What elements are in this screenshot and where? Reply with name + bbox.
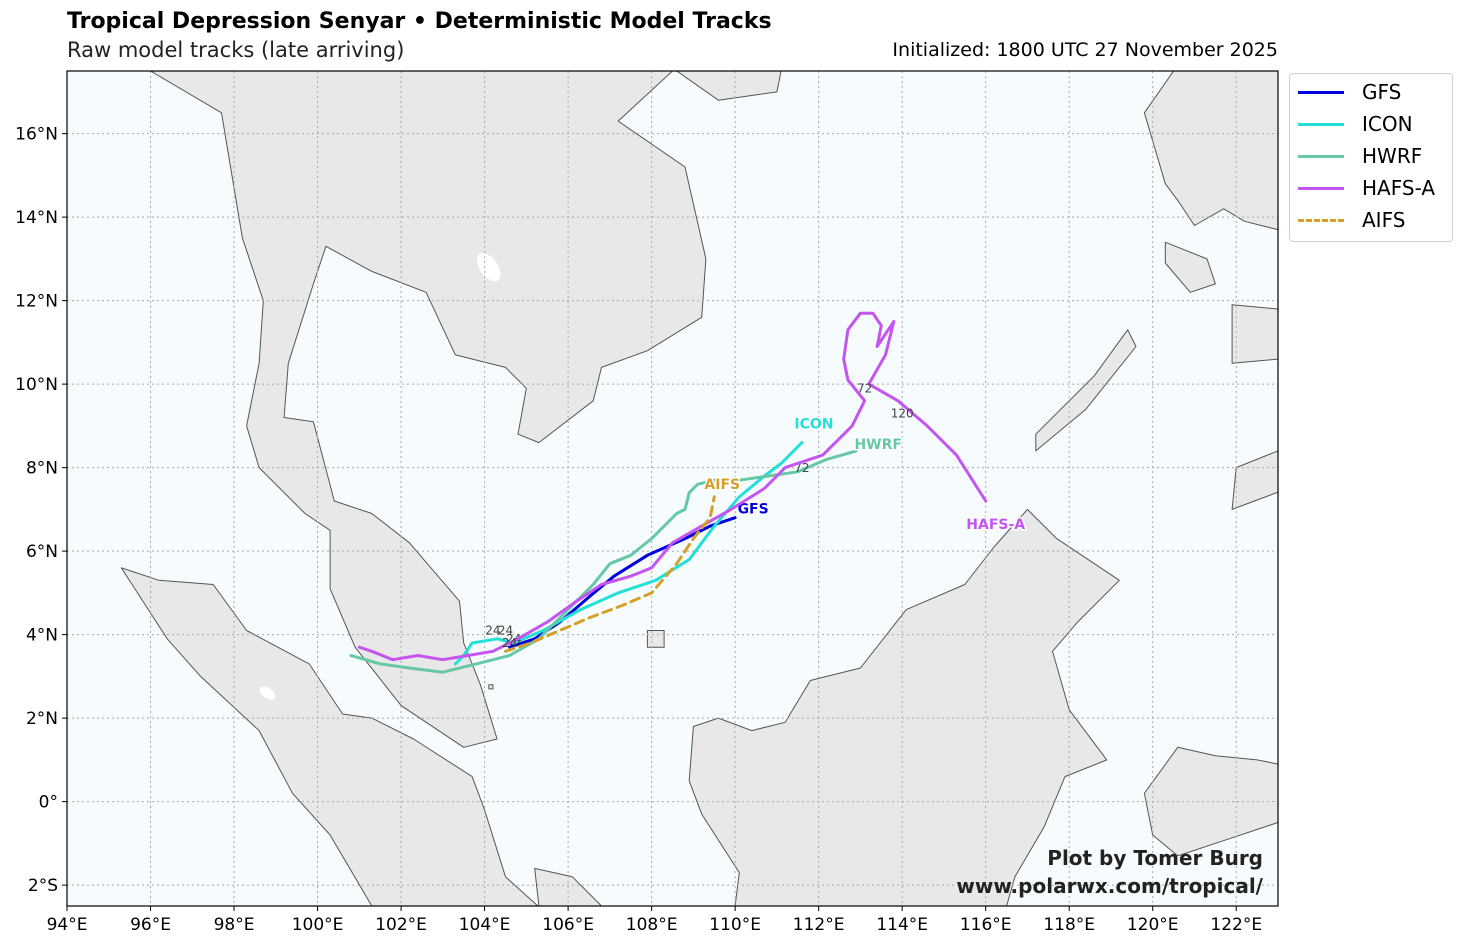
tick-label-lon: 100°E (292, 915, 344, 935)
tick-label-lat: 0° (39, 793, 58, 813)
landmass-palawan (1035, 329, 1137, 452)
landmass-borneo (688, 508, 1120, 906)
tick-label-lat: 6°N (26, 542, 58, 562)
track-hour-label: 24 (502, 636, 517, 650)
legend: GFS ICON HWRF HAFS-A AIFS (1289, 73, 1453, 242)
tick-label-lat: 4°N (26, 626, 58, 646)
track-hour-label: 120 (891, 407, 914, 421)
track-hour-label: 72 (857, 381, 872, 395)
legend-item-hwrf: HWRF (1298, 142, 1422, 170)
tick-label-lat: 14°N (15, 208, 58, 228)
land-layer (120, 71, 1278, 906)
track-end-label-icon: ICON (794, 417, 833, 433)
tick-label-lat: 8°N (26, 459, 58, 479)
tick-label-lon: 112°E (793, 915, 845, 935)
axis-ticks: 94°E 96°E 98°E 100°E 102°E 104°E 106°E 108°E 110… (15, 125, 1262, 935)
legend-swatch-hwrf (1298, 154, 1344, 158)
tick-label-lon: 118°E (1043, 915, 1095, 935)
legend-swatch-gfs (1298, 90, 1344, 94)
track-hour-label: 24 (498, 624, 513, 638)
chart-subtitle: Raw model tracks (late arriving) (67, 38, 405, 62)
legend-item-aifs: AIFS (1298, 206, 1405, 234)
track-end-label-hafs-a: HAFS-A (966, 517, 1025, 533)
plot-frame (66, 70, 1279, 907)
legend-label-aifs: AIFS (1362, 208, 1406, 232)
init-time: Initialized: 1800 UTC 27 November 2025 (892, 39, 1278, 61)
tick-label-lon: 96°E (130, 915, 171, 935)
tick-label-lat: 2°S (28, 876, 58, 896)
landmass-sumatra (120, 567, 539, 906)
track-icon (453, 441, 804, 666)
landmass-natuna (646, 630, 665, 648)
legend-item-hafs-a: HAFS-A (1298, 174, 1435, 202)
track-hwrf (349, 449, 858, 674)
chart-title: Tropical Depression Senyar • Determinist… (67, 9, 772, 34)
legend-item-gfs: GFS (1298, 78, 1401, 106)
track-hafs-a (357, 311, 988, 662)
tick-label-lat: 12°N (15, 292, 58, 312)
legend-swatch-hafs-a (1298, 186, 1344, 190)
legend-label-gfs: GFS (1362, 80, 1402, 104)
legend-swatch-icon (1298, 122, 1344, 126)
tick-label-lon: 108°E (626, 915, 678, 935)
landmass-hainan-fragment (676, 71, 782, 101)
lake-tonle-sap (476, 253, 501, 282)
credit-url: www.polarwx.com/tropical/ (956, 874, 1263, 898)
tick-label-lon: 102°E (375, 915, 427, 935)
tick-label-lon: 98°E (214, 915, 255, 935)
tick-label-lon: 94°E (47, 915, 88, 935)
legend-item-icon: ICON (1298, 110, 1413, 138)
tick-label-lon: 106°E (542, 915, 594, 935)
tick-label-lon: 110°E (709, 915, 761, 935)
credit-author: Plot by Tomer Burg (1047, 846, 1263, 870)
landmass-mindoro (1164, 241, 1216, 293)
legend-label-hafs-a: HAFS-A (1362, 176, 1436, 200)
lake-toba (259, 686, 276, 700)
landmass-tioman (488, 684, 494, 690)
legend-swatch-aifs (1298, 218, 1344, 222)
tick-label-lat: 10°N (15, 375, 58, 395)
landmass-panay (1231, 304, 1278, 364)
landmass-luzon (1143, 71, 1278, 231)
tick-label-lon: 120°E (1127, 915, 1179, 935)
landmass-indochina (150, 71, 707, 748)
grid-layer (67, 71, 1278, 906)
landmass-mindanao (1231, 450, 1278, 510)
tick-label-lon: 116°E (960, 915, 1012, 935)
tick-label-lat: 16°N (15, 125, 58, 145)
track-hour-label: 24 (485, 624, 500, 638)
track-aifs (504, 495, 716, 653)
legend-label-hwrf: HWRF (1362, 144, 1423, 168)
tick-label-lat: 2°N (26, 709, 58, 729)
credit: Plot by Tomer Burg www.polarwx.com/tropi… (956, 844, 1263, 900)
tick-label-lon: 104°E (459, 915, 511, 935)
tick-label-lon: 114°E (876, 915, 928, 935)
track-end-label-gfs: GFS (738, 502, 769, 518)
tick-label-lon: 122°E (1210, 915, 1262, 935)
track-end-label-aifs: AIFS (704, 477, 740, 493)
legend-label-icon: ICON (1362, 112, 1413, 136)
track-end-label-hwrf: HWRF (854, 437, 902, 453)
